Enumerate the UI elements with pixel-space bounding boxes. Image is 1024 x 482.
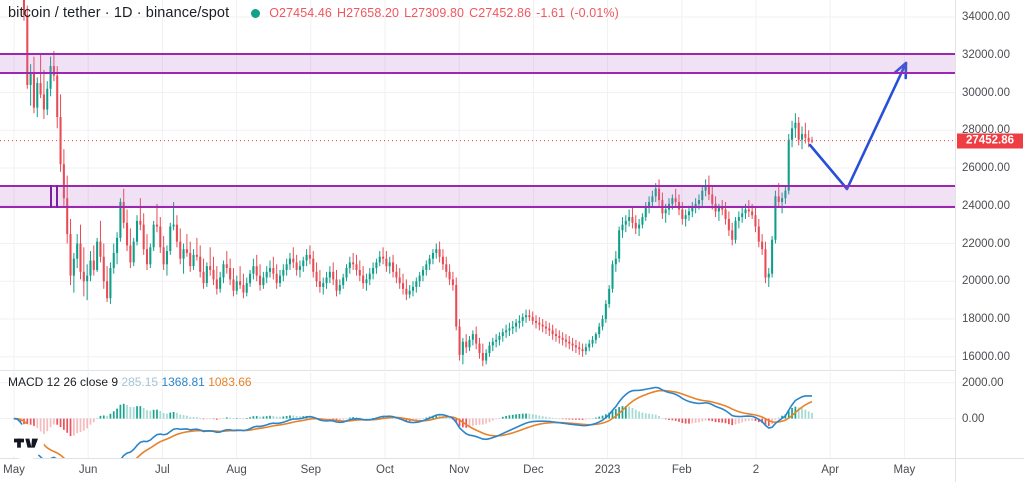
time-tick-2023: 2023 xyxy=(594,464,621,476)
time-tick-dec: Dec xyxy=(523,464,544,476)
macd-tick-0: 2000.00 xyxy=(962,376,1004,389)
time-tick-jul: Jul xyxy=(155,464,170,476)
price-axis[interactable]: 34000.00 32000.00 30000.00 28000.00 26000.00… xyxy=(955,0,1024,458)
time-tick-aug: Aug xyxy=(226,464,247,476)
price-tick-8: 18000.00 xyxy=(962,313,1010,326)
time-tick-feb: Feb xyxy=(671,464,692,476)
macd-series xyxy=(13,386,813,458)
zone-edge-handle-0[interactable] xyxy=(50,185,52,208)
price-chart-pane[interactable] xyxy=(0,0,955,370)
price-tick-1: 32000.00 xyxy=(962,48,1010,61)
axis-corner xyxy=(955,459,1024,482)
current-price-tag: 27452.86 xyxy=(957,133,1023,149)
candlestick-series xyxy=(22,0,814,367)
tradingview-logo-icon xyxy=(8,424,44,460)
price-tick-5: 24000.00 xyxy=(962,199,1010,212)
macd-bottom-border xyxy=(0,458,1024,459)
price-tick-4: 26000.00 xyxy=(962,162,1010,174)
time-tick-jun: Jun xyxy=(78,464,98,476)
time-tick-apr: Apr xyxy=(821,464,840,476)
upper-supply-zone[interactable] xyxy=(0,52,955,74)
time-tick-sep: Sep xyxy=(300,464,322,476)
lower-supply-zone[interactable] xyxy=(0,185,955,208)
zone-edge-handle-1[interactable] xyxy=(56,185,58,208)
macd-tick-1: 0.00 xyxy=(962,412,985,425)
tradingview-glyph xyxy=(14,438,38,448)
price-tick-2: 30000.00 xyxy=(962,86,1010,99)
time-tick-may: May xyxy=(3,464,25,476)
price-tick-0: 34000.00 xyxy=(962,10,1010,23)
pane-divider xyxy=(0,370,955,371)
time-tick-nov: Nov xyxy=(448,464,470,476)
macd-indicator-pane[interactable] xyxy=(0,372,955,458)
time-axis[interactable]: May Jun Jul Aug Sep Oct Nov Dec 2023 Feb 2 Apr May xyxy=(0,459,955,482)
time-tick-2: 2 xyxy=(752,464,760,476)
price-tick-7: 20000.00 xyxy=(962,275,1010,288)
time-tick-may: May xyxy=(893,464,916,476)
price-tick-6: 22000.00 xyxy=(962,237,1010,250)
price-tick-9: 16000.00 xyxy=(962,350,1010,363)
time-tick-oct: Oct xyxy=(376,464,394,476)
